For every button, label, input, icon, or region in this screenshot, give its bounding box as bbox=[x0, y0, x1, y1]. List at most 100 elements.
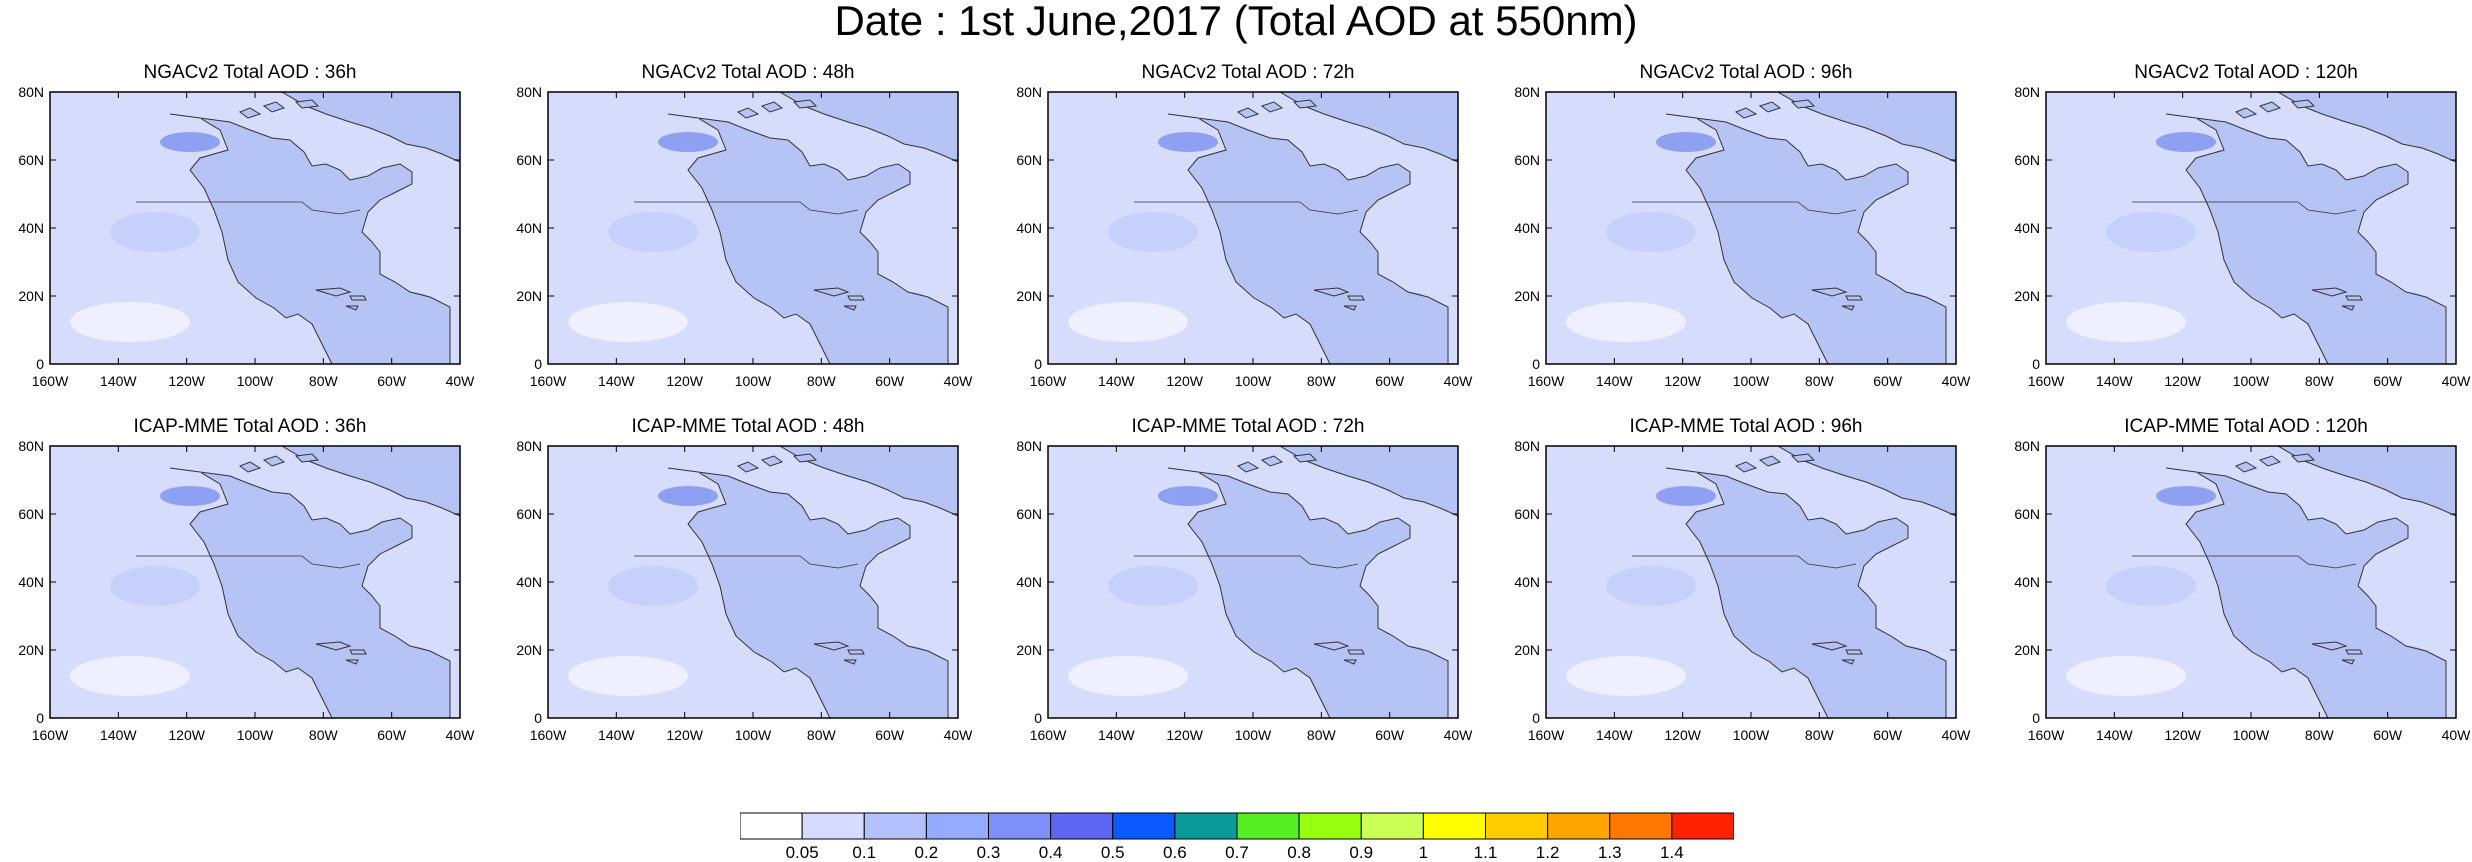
y-tick-label: 40N bbox=[1514, 220, 1540, 236]
y-tick-label: 80N bbox=[1514, 84, 1540, 100]
aod-patch bbox=[1158, 486, 1218, 506]
island bbox=[1845, 295, 1863, 301]
aod-patch bbox=[1566, 302, 1686, 342]
aod-patch bbox=[1108, 566, 1198, 606]
map-panel: NGACv2 Total AOD : 72h 80N 60N 40N 20N 0 160W 1… bbox=[998, 62, 1498, 402]
island bbox=[1734, 461, 1758, 473]
island bbox=[1343, 659, 1357, 665]
island bbox=[1811, 287, 1848, 297]
x-tick-label: 60W bbox=[377, 727, 407, 743]
y-tick-label: 0 bbox=[1034, 710, 1042, 726]
island bbox=[1758, 455, 1782, 467]
x-tick-label: 80W bbox=[309, 727, 339, 743]
x-tick-label: 120W bbox=[2164, 727, 2201, 743]
island bbox=[1734, 107, 1758, 119]
y-tick-label: 0 bbox=[36, 356, 44, 372]
landmass bbox=[1665, 467, 1947, 719]
island bbox=[1841, 305, 1855, 311]
y-tick-label: 40N bbox=[2014, 220, 2040, 236]
island bbox=[847, 295, 865, 301]
colorbar-swatch bbox=[1485, 812, 1549, 840]
x-tick-label: 80W bbox=[2305, 373, 2335, 389]
panel-title: ICAP-MME Total AOD : 120h bbox=[2124, 416, 2368, 437]
y-tick-label: 20N bbox=[18, 288, 44, 304]
x-tick-label: 60W bbox=[875, 727, 905, 743]
y-tick-label: 40N bbox=[18, 574, 44, 590]
border-line bbox=[136, 555, 361, 569]
island bbox=[813, 641, 850, 651]
colorbar-label: 0.7 bbox=[1225, 843, 1249, 860]
colorbar-swatch bbox=[1236, 812, 1300, 840]
island bbox=[262, 101, 286, 113]
map-panel: ICAP-MME Total AOD : 48h 80N 60N 40N 20N 0 160… bbox=[498, 416, 998, 756]
x-tick-label: 100W bbox=[2233, 727, 2270, 743]
x-tick-label: 120W bbox=[168, 373, 205, 389]
y-tick-label: 20N bbox=[2014, 288, 2040, 304]
x-tick-label: 140W bbox=[2096, 727, 2133, 743]
x-tick-label: 40W bbox=[944, 727, 974, 743]
landmass bbox=[1167, 113, 1449, 365]
landmass bbox=[169, 113, 451, 365]
x-tick-label: 120W bbox=[1166, 727, 1203, 743]
y-tick-label: 40N bbox=[1514, 574, 1540, 590]
island bbox=[349, 649, 367, 655]
y-tick-label: 0 bbox=[1034, 356, 1042, 372]
x-tick-label: 80W bbox=[309, 373, 339, 389]
island bbox=[2234, 461, 2258, 473]
landmass bbox=[2165, 113, 2447, 365]
x-tick-label: 140W bbox=[1596, 727, 1633, 743]
island bbox=[2290, 99, 2316, 109]
panel-title: NGACv2 Total AOD : 48h bbox=[641, 62, 855, 83]
island bbox=[1347, 649, 1365, 655]
landmass bbox=[1665, 113, 1947, 365]
landmass bbox=[169, 467, 451, 719]
island bbox=[349, 295, 367, 301]
y-tick-label: 80N bbox=[516, 84, 542, 100]
island bbox=[1292, 99, 1318, 109]
y-tick-label: 20N bbox=[516, 288, 542, 304]
x-tick-label: 100W bbox=[1733, 373, 1770, 389]
aod-patch bbox=[2106, 566, 2196, 606]
y-tick-label: 0 bbox=[1532, 710, 1540, 726]
colorbar-swatch bbox=[1360, 812, 1424, 840]
panel-title: NGACv2 Total AOD : 36h bbox=[143, 62, 357, 83]
island bbox=[2258, 101, 2282, 113]
island bbox=[792, 99, 818, 109]
island bbox=[843, 659, 857, 665]
x-tick-label: 140W bbox=[1098, 727, 1135, 743]
aod-patch bbox=[2156, 486, 2216, 506]
colorbar-label: 0.2 bbox=[915, 843, 939, 860]
island bbox=[843, 305, 857, 311]
x-tick-label: 140W bbox=[2096, 373, 2133, 389]
colorbar-label: 0.05 bbox=[786, 843, 819, 860]
x-tick-label: 60W bbox=[875, 373, 905, 389]
aod-patch bbox=[1606, 566, 1696, 606]
border-line bbox=[1632, 201, 1857, 215]
y-tick-label: 20N bbox=[1514, 288, 1540, 304]
x-tick-label: 80W bbox=[1307, 373, 1337, 389]
x-tick-label: 40W bbox=[446, 727, 476, 743]
x-tick-label: 40W bbox=[2442, 373, 2472, 389]
colorbar-swatch bbox=[1547, 812, 1611, 840]
colorbar-swatch bbox=[801, 812, 865, 840]
aod-patch bbox=[110, 212, 200, 252]
x-tick-label: 60W bbox=[1375, 373, 1405, 389]
colorbar-swatch bbox=[1112, 812, 1176, 840]
island bbox=[1313, 641, 1350, 651]
x-tick-label: 60W bbox=[1375, 727, 1405, 743]
aod-patch bbox=[70, 302, 190, 342]
x-tick-label: 60W bbox=[2373, 373, 2403, 389]
panel-title: NGACv2 Total AOD : 72h bbox=[1141, 62, 1355, 83]
island bbox=[2311, 641, 2348, 651]
x-tick-label: 40W bbox=[1444, 727, 1474, 743]
island bbox=[345, 659, 359, 665]
x-tick-label: 140W bbox=[100, 373, 137, 389]
x-tick-label: 160W bbox=[530, 727, 567, 743]
x-tick-label: 120W bbox=[1664, 373, 1701, 389]
colorbar: 0.05 0.1 0.2 0.3 0.4 0.5 0.6 0.7 0.8 0.9 1 1.1 1.2 1.… bbox=[740, 812, 1734, 860]
colorbar-label: 1.1 bbox=[1474, 843, 1498, 860]
aod-patch bbox=[1606, 212, 1696, 252]
